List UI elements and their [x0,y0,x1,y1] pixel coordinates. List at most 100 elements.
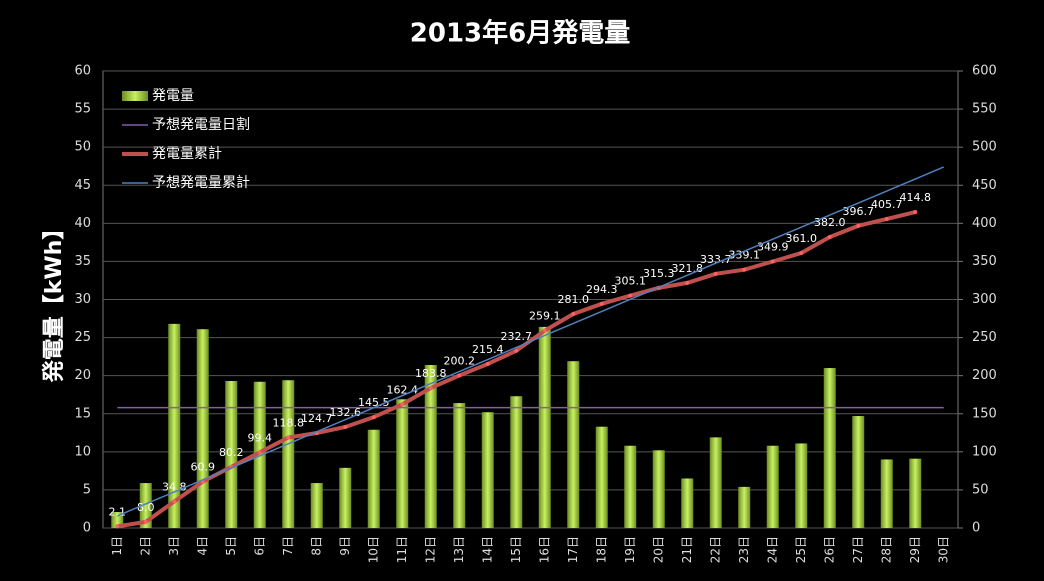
y-tick-label: 25 [74,330,91,345]
x-tick-label: 12日 [423,536,437,563]
y2-tick-label: 400 [972,216,997,231]
x-tick-label: 11日 [395,536,409,563]
y2-tick-label: 50 [972,482,989,497]
point [856,223,861,228]
bar [339,467,352,528]
point [514,348,519,353]
y-tick-label: 35 [74,254,91,269]
point [400,402,405,407]
point [485,361,490,366]
bar [909,458,922,528]
bar [168,323,181,528]
x-tick-label: 7日 [281,536,295,556]
point [685,280,690,285]
value-label: 305.1 [615,275,647,288]
bar [510,396,523,528]
bar [823,368,836,528]
x-tick-label: 2日 [138,536,152,556]
bar [880,459,893,528]
value-label: 339.1 [729,249,761,262]
bar [652,450,665,528]
value-label: 8.0 [137,501,155,514]
legend-swatch [122,91,148,101]
x-tick-label: 25日 [794,536,808,563]
value-label: 118.8 [273,417,305,430]
value-label: 405.7 [871,198,903,211]
bar [453,403,466,528]
value-label: 315.3 [643,267,675,280]
x-tick-label: 29日 [908,536,922,563]
value-label: 34.8 [162,480,187,493]
y-tick-label: 40 [74,216,91,231]
x-tick-label: 28日 [879,536,893,563]
point [884,216,889,221]
x-tick-label: 18日 [594,536,608,563]
value-label: 124.7 [301,412,333,425]
value-label: 333.7 [700,253,732,266]
point [343,425,348,430]
bar [709,437,722,528]
legend-label: 予想発電量累計 [152,175,250,191]
x-tick-label: 5日 [224,536,238,556]
point [827,235,832,240]
bar [424,365,437,528]
value-label: 60.9 [191,461,216,474]
y-axis-title: 発電量【kWh】 [42,218,67,384]
x-tick-label: 30日 [936,536,950,563]
y-tick-label: 30 [74,292,91,307]
y2-tick-label: 500 [972,140,997,155]
value-label: 200.2 [444,355,476,368]
bar [624,445,637,528]
value-label: 2.1 [109,505,127,518]
point [599,301,604,306]
point [371,415,376,420]
y2-tick-label: 300 [972,292,997,307]
y-tick-label: 10 [74,444,91,459]
point [913,210,918,215]
bar [196,329,209,528]
y2-tick-label: 250 [972,330,997,345]
x-tick-label: 21日 [680,536,694,563]
value-label: 183.8 [415,367,447,380]
bar [766,445,779,528]
value-label: 259.1 [529,310,561,323]
x-tick-label: 10日 [366,536,380,563]
point [713,271,718,276]
bar [282,380,295,528]
y-tick-label: 5 [83,482,91,497]
x-tick-label: 3日 [167,536,181,556]
point [770,259,775,264]
point [799,251,804,256]
x-tick-label: 26日 [822,536,836,563]
x-tick-label: 22日 [708,536,722,563]
value-label: 382.0 [814,216,846,229]
value-label: 321.8 [672,262,704,275]
legend-label: 発電量 [152,88,194,104]
y-tick-label: 55 [74,102,91,117]
bar [225,380,238,528]
bar [396,399,409,528]
y2-tick-label: 200 [972,368,997,383]
x-tick-label: 8日 [309,536,323,556]
value-label: 162.4 [387,383,419,396]
x-tick-label: 17日 [566,536,580,563]
y2-tick-label: 450 [972,178,997,193]
value-label: 281.0 [558,293,590,306]
point [257,450,262,455]
x-tick-label: 14日 [480,536,494,563]
x-tick-label: 23日 [737,536,751,563]
x-tick-label: 27日 [851,536,865,563]
point [628,293,633,298]
x-tick-label: 20日 [651,536,665,563]
point [428,386,433,391]
x-tick-label: 15日 [509,536,523,563]
x-tick-label: 16日 [537,536,551,563]
legend-label: 発電量累計 [152,146,222,162]
value-label: 294.3 [586,283,618,296]
chart-title: 2013年6月発電量 [410,18,630,49]
x-tick-label: 6日 [252,536,266,556]
bar [481,412,494,528]
series-line [116,166,945,517]
y2-tick-label: 0 [972,521,980,536]
bar [310,483,323,528]
